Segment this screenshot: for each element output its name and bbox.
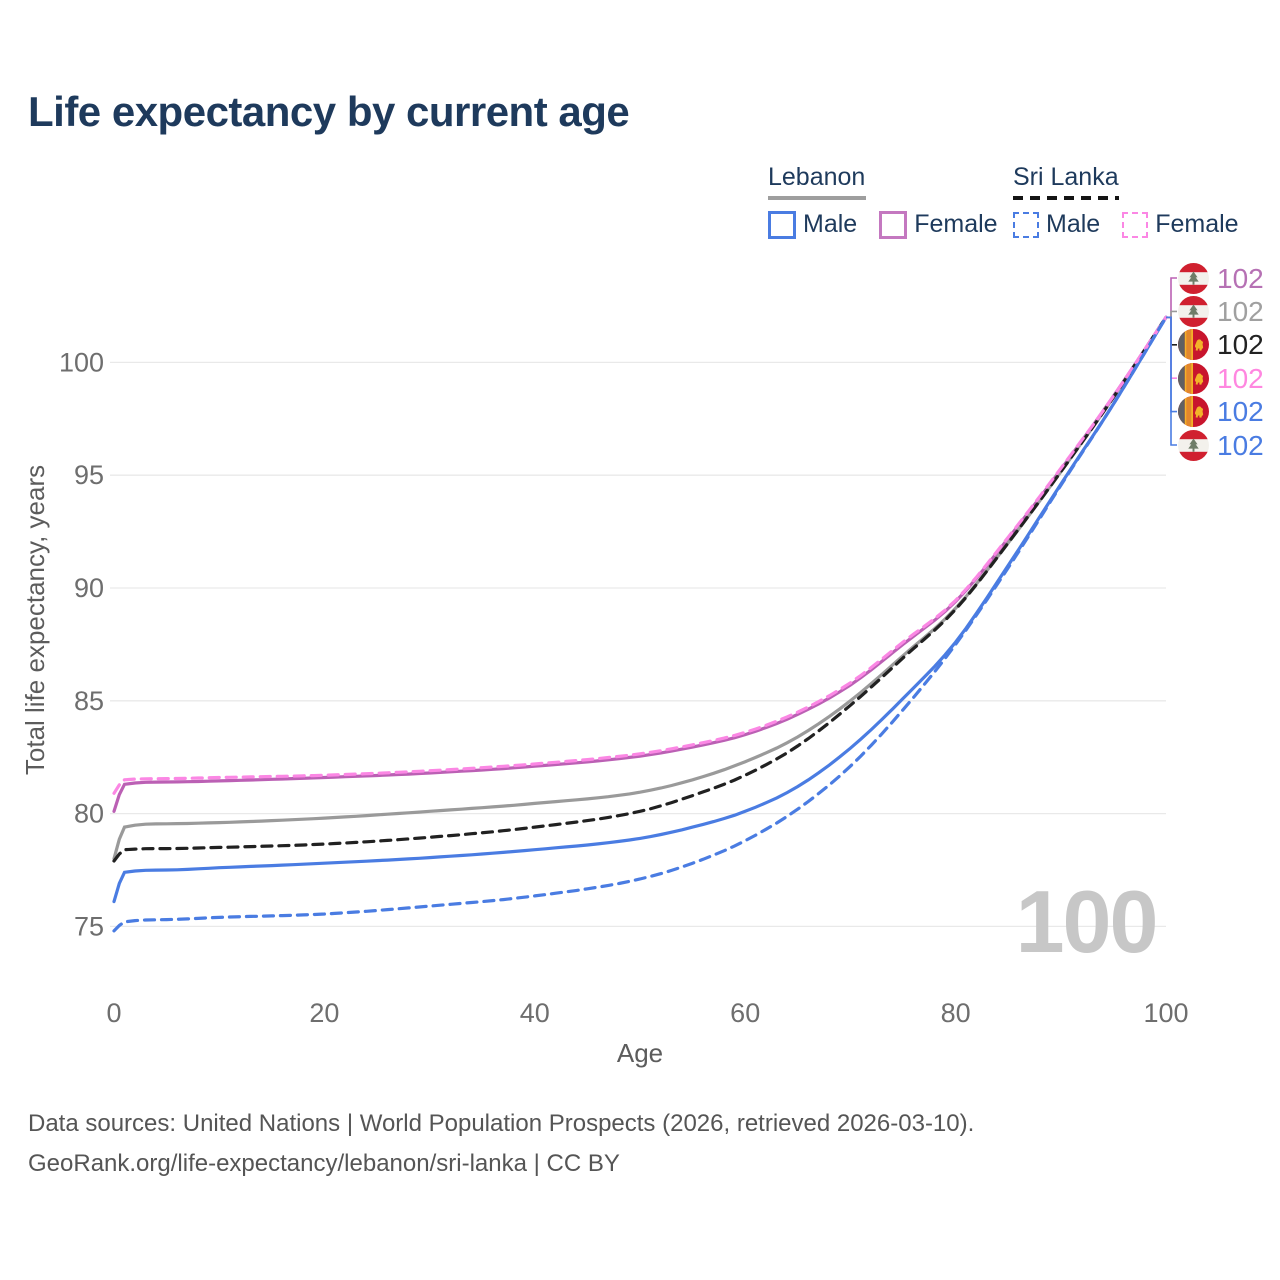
y-tick-label: 80 xyxy=(74,799,104,829)
endpoint-value: 102 xyxy=(1217,429,1264,461)
endpoint-label-row: 102 xyxy=(1178,396,1264,428)
y-tick-label: 85 xyxy=(74,686,104,716)
chart-canvas: 75 80 85 90 95 100 0 20 40 60 80 100 Age Total life e… xyxy=(20,277,1189,1068)
page-title: Life expectancy by current age xyxy=(28,88,630,135)
y-axis-title: Total life expectancy, years xyxy=(20,465,50,775)
legend-item-label: Male xyxy=(1046,210,1101,238)
endpoint-label-row: 102 xyxy=(1178,429,1264,461)
endpoint-value: 102 xyxy=(1217,295,1264,327)
footer-sources-line: Data sources: United Nations | World Pop… xyxy=(28,1110,975,1137)
lebanon-flag-icon xyxy=(1178,429,1209,461)
leader-line xyxy=(1166,310,1177,319)
endpoint-value: 102 xyxy=(1217,362,1264,394)
footer: Data sources: United Nations | World Pop… xyxy=(28,1104,974,1184)
x-tick-label: 80 xyxy=(941,998,971,1028)
y-tick-label: 90 xyxy=(74,573,104,603)
sri-lanka-flag-icon xyxy=(1178,362,1209,394)
legend-item-label: Female xyxy=(1155,210,1239,238)
endpoint-label-row: 102 xyxy=(1178,329,1264,361)
legend-country-label: Lebanon xyxy=(768,163,866,191)
x-tick-label: 60 xyxy=(730,998,760,1028)
series-line-sri-lanka-female xyxy=(112,315,1168,795)
series-line-sri-lanka-both-sexes xyxy=(112,315,1168,863)
legend-country-label: Sri Lanka xyxy=(1013,163,1119,191)
line-swatch-icon xyxy=(1013,211,1039,238)
y-tick-label: 75 xyxy=(74,911,104,941)
x-tick-label: 0 xyxy=(106,998,121,1028)
age-watermark: 100 xyxy=(1016,872,1157,971)
y-tick-label: 100 xyxy=(59,347,104,377)
lebanon-flag-icon xyxy=(1178,295,1209,327)
legend-item-lebanon-female[interactable]: Female xyxy=(879,210,998,239)
line-swatch-icon xyxy=(768,210,796,239)
series-line-sri-lanka-male xyxy=(112,315,1168,933)
legend-underline-sri-lanka xyxy=(1013,196,1119,200)
endpoint-value: 102 xyxy=(1217,329,1264,361)
x-tick-label: 100 xyxy=(1143,998,1188,1028)
endpoint-label-row: 102 xyxy=(1178,295,1264,327)
lebanon-flag-icon xyxy=(1178,262,1209,294)
legend-item-label: Female xyxy=(914,210,998,238)
x-tick-label: 20 xyxy=(309,998,339,1028)
endpoint-label-row: 102 xyxy=(1178,362,1264,394)
line-swatch-icon xyxy=(1122,211,1149,238)
leader-line xyxy=(1166,316,1177,446)
endpoint-value: 102 xyxy=(1217,262,1264,294)
footer-url-line: GeoRank.org/life-expectancy/lebanon/sri-… xyxy=(28,1150,620,1177)
y-tick-label: 95 xyxy=(74,460,104,490)
legend-item-lebanon-male[interactable]: Male xyxy=(768,210,857,239)
legend-underline-lebanon xyxy=(768,196,866,200)
x-tick-label: 40 xyxy=(520,998,550,1028)
legend-item-label: Male xyxy=(803,210,858,238)
legend-group-lebanon: Lebanon Male Female xyxy=(768,163,998,239)
legend-item-sri-lanka-male[interactable]: Male xyxy=(1013,210,1100,239)
series-line-lebanon-both-sexes xyxy=(112,315,1168,861)
legend-item-sri-lanka-female[interactable]: Female xyxy=(1122,210,1239,239)
endpoint-value: 102 xyxy=(1217,396,1264,428)
legend-group-sri-lanka: Sri Lanka Male Female xyxy=(1013,163,1239,239)
sri-lanka-flag-icon xyxy=(1178,329,1209,361)
endpoint-label-row: 102 xyxy=(1178,262,1264,294)
sri-lanka-flag-icon xyxy=(1178,396,1209,428)
x-axis-title: Age xyxy=(617,1038,663,1068)
line-swatch-icon xyxy=(879,210,908,239)
